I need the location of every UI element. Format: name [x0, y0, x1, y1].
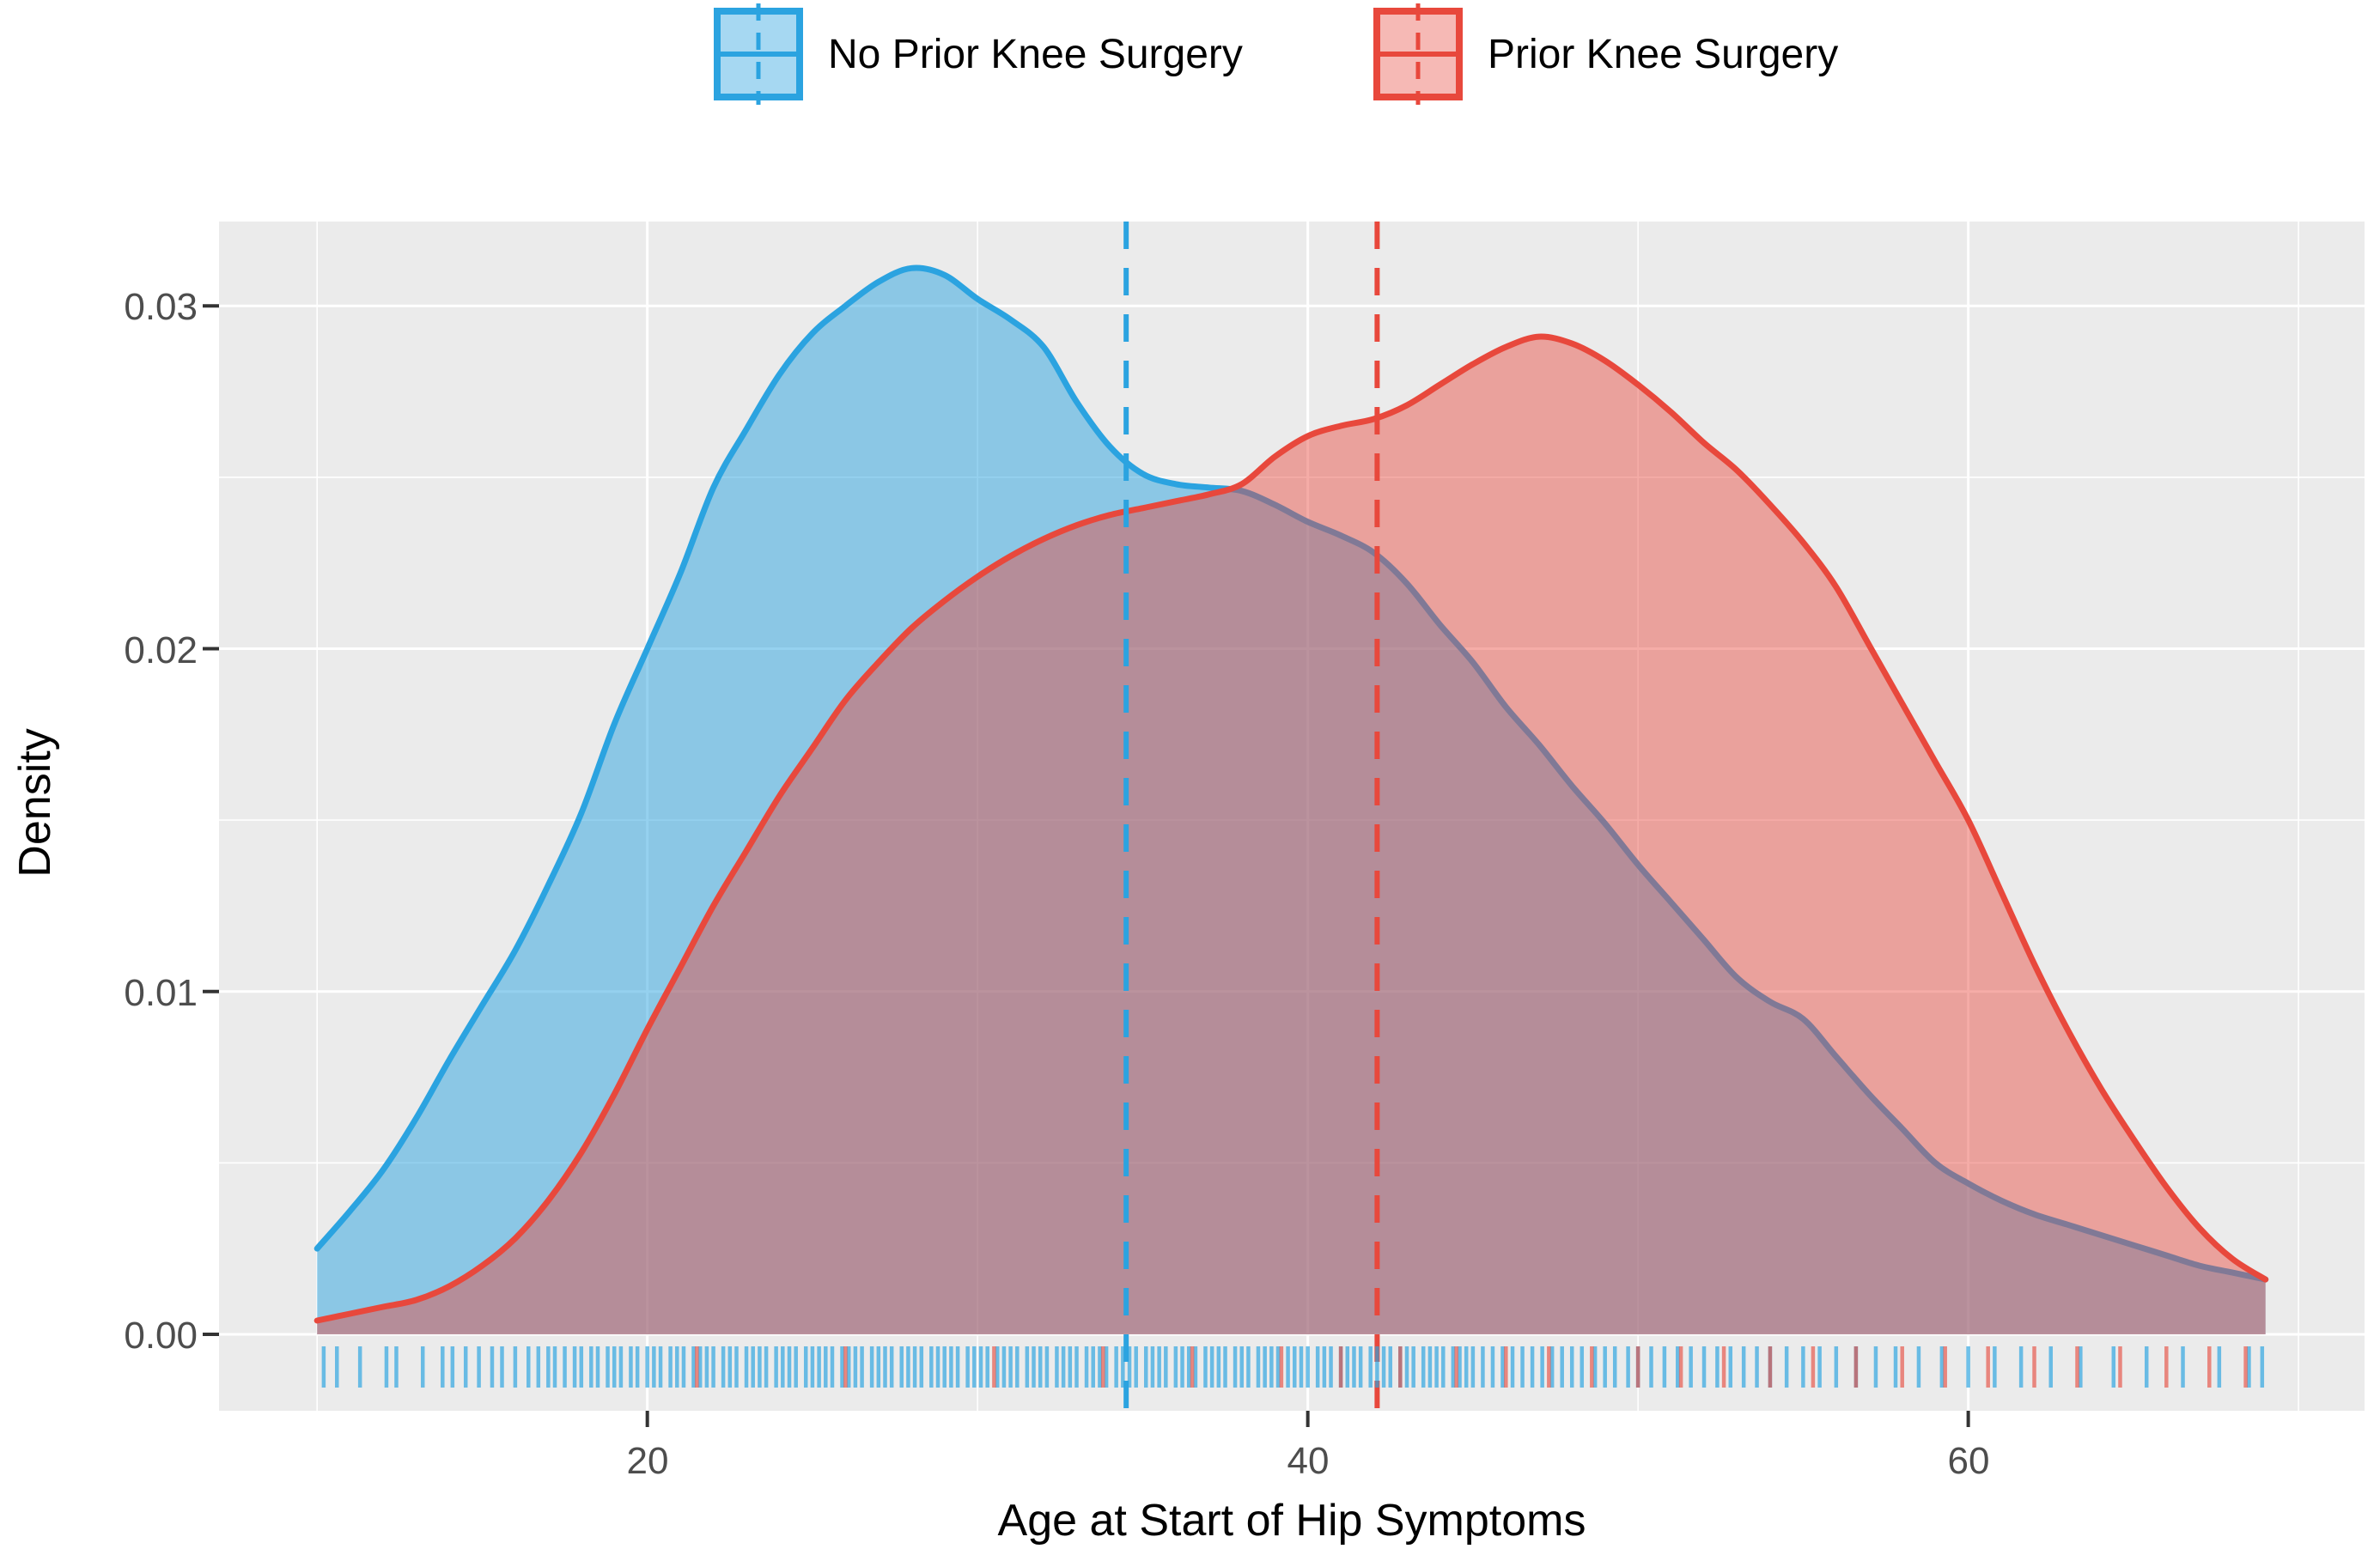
y-tick-label-0.02: 0.02 — [124, 629, 198, 671]
chart-generated-layers — [203, 222, 2365, 1427]
prior-knee-surgery-density-area — [317, 337, 2266, 1334]
no-prior-knee-surgery-density-curve — [313, 264, 2269, 1283]
legend-key-no-prior-knee-surgery-icon — [714, 3, 803, 105]
y-tick-label-0.00: 0.00 — [124, 1315, 198, 1357]
x-axis-title: Age at Start of Hip Symptoms — [998, 1496, 1586, 1546]
legend-item-no-prior-knee-surgery: No Prior Knee Surgery — [713, 3, 1243, 105]
legend-label-prior-knee-surgery: Prior Knee Surgery — [1488, 31, 1839, 77]
prior-knee-surgery-density-curve — [313, 333, 2269, 1324]
legend-key-prior-knee-surgery-icon — [1373, 3, 1463, 105]
x-tick-label-60: 60 — [1948, 1440, 1990, 1482]
legend-label-no-prior-knee-surgery: No Prior Knee Surgery — [828, 31, 1243, 77]
y-tick-label-0.01: 0.01 — [124, 972, 198, 1014]
y-axis-title: Density — [10, 728, 60, 877]
legend-item-prior-knee-surgery: Prior Knee Surgery — [1373, 3, 1838, 105]
no-prior-knee-surgery-density-area — [317, 268, 2266, 1334]
x-tick-label-20: 20 — [627, 1440, 669, 1482]
y-tick-label-0.03: 0.03 — [124, 286, 198, 328]
x-tick-label-40: 40 — [1287, 1440, 1330, 1482]
